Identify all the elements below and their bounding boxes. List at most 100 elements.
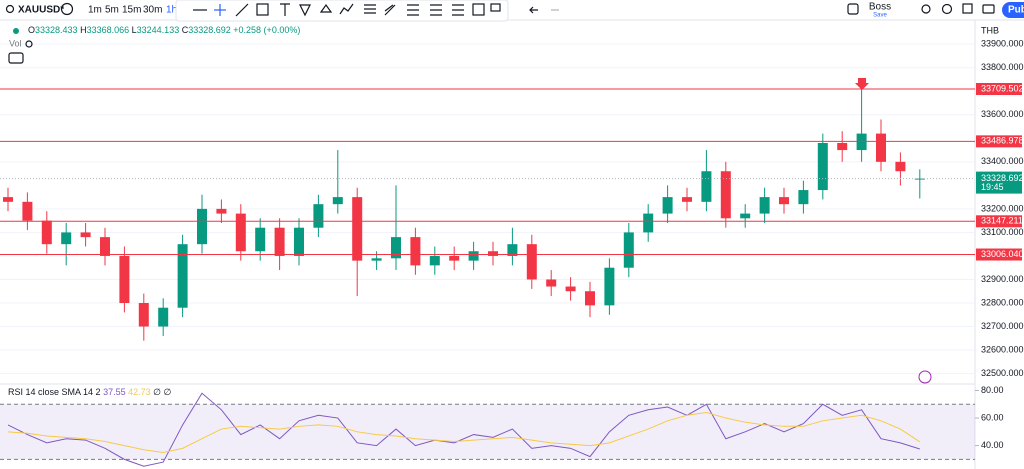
drawing-tools[interactable] — [193, 3, 559, 17]
settings-icon[interactable] — [941, 3, 953, 15]
y-tick-label: 60.00 — [981, 412, 1004, 422]
publish-button[interactable] — [1002, 2, 1024, 18]
y-tick-label: 33200.000 — [981, 203, 1024, 213]
level-label: 33147.211 — [981, 216, 1023, 226]
volume-legend: Vol — [9, 38, 22, 48]
change: +0.258 (+0.00%) — [233, 25, 300, 35]
candle-body — [352, 197, 363, 261]
save-status[interactable]: Save — [873, 13, 887, 19]
level-label-box — [976, 248, 1022, 261]
events-icon[interactable] — [918, 370, 932, 384]
interval-active[interactable]: 1h — [166, 5, 177, 16]
y-tick-label: 32900.000 — [981, 274, 1024, 284]
y-tick-label: 33900.000 — [981, 39, 1024, 49]
collapse-button[interactable] — [8, 52, 24, 64]
y-tick-label: 33400.000 — [981, 156, 1024, 166]
candle-body — [197, 208, 207, 245]
fullscreen-icon[interactable] — [962, 3, 973, 14]
currency: THB — [981, 25, 999, 35]
interval[interactable]: 5m — [105, 5, 119, 16]
candle-body — [488, 251, 498, 256]
publish-label[interactable]: Publi — [1008, 5, 1024, 16]
candle-body — [895, 161, 906, 172]
candle-body — [449, 255, 460, 261]
rsi-band — [0, 404, 975, 460]
candle-body — [80, 232, 91, 238]
layout-icon[interactable] — [847, 3, 859, 15]
candle-body — [100, 237, 110, 256]
interval[interactable]: 1m — [88, 5, 102, 16]
candle-body — [158, 307, 169, 327]
candle-body — [468, 251, 479, 261]
candle-body — [817, 143, 828, 191]
level-label-box — [976, 135, 1022, 148]
current-price-label: 33328.692 — [981, 173, 1024, 183]
candle-body — [3, 197, 13, 202]
y-tick-label: 32800.000 — [981, 297, 1024, 307]
alert-icon[interactable] — [921, 4, 931, 14]
candle-body — [876, 133, 886, 162]
candle-body — [22, 201, 33, 221]
snapshot-icon[interactable] — [982, 4, 995, 14]
candle-body — [507, 244, 518, 256]
sma-value: 42.73 — [128, 387, 151, 397]
candle-body — [623, 232, 634, 268]
y-tick-label: 33600.000 — [981, 109, 1024, 119]
y-tick-label: 80.00 — [981, 385, 1004, 395]
rsi-line — [7, 412, 921, 453]
interval[interactable]: 15m — [122, 5, 141, 16]
candle-body — [119, 255, 130, 303]
symbol[interactable]: XAUUSD* — [18, 5, 64, 16]
level-label-box — [976, 82, 1022, 95]
candle-body — [41, 220, 52, 245]
candle-body — [391, 237, 401, 259]
interval[interactable]: 30m — [143, 5, 162, 16]
candle-body — [701, 171, 712, 202]
candle-body — [798, 190, 809, 205]
current-price-box — [976, 171, 1022, 194]
candle-body — [274, 227, 285, 256]
search-icon[interactable] — [5, 4, 15, 14]
candle-body — [643, 213, 654, 233]
candle-body — [526, 244, 537, 280]
candle-body — [332, 197, 343, 205]
user-name[interactable]: Boss — [869, 2, 891, 13]
ohlc-legend: O33328.433 H33368.066 L33244.133 C33328.… — [28, 25, 300, 35]
y-tick-label: 40.00 — [981, 440, 1004, 450]
rsi-legend: RSI 14 close SMA 14 2 37.55 42.73 ∅ ∅ — [8, 387, 172, 397]
high: 33368.066 — [87, 25, 130, 35]
y-tick-label: 32600.000 — [981, 344, 1024, 354]
countdown: 19:45 — [981, 182, 1004, 192]
candle-body — [429, 255, 440, 266]
close: 33328.692 — [188, 25, 231, 35]
arrow-marker — [855, 78, 869, 90]
level-label: 33006.040 — [981, 249, 1024, 259]
candle-body — [740, 213, 751, 219]
candle-body — [662, 197, 673, 214]
candle-body — [177, 244, 188, 308]
candle-body — [61, 232, 72, 245]
candle-body — [255, 227, 266, 252]
level-label: 33486.978 — [981, 136, 1024, 146]
candle-body — [371, 258, 382, 261]
candle-body — [759, 197, 770, 214]
candle-body — [410, 237, 421, 266]
candle-body — [235, 213, 246, 252]
y-tick-label: 32700.000 — [981, 321, 1024, 331]
candle-body — [313, 204, 324, 228]
candle-body — [585, 291, 595, 306]
y-tick-label: 32500.000 — [981, 368, 1024, 378]
y-tick-label: 33800.000 — [981, 62, 1024, 72]
level-label: 33709.502 — [981, 83, 1024, 93]
rsi-value: 37.55 — [103, 387, 126, 397]
candle-body — [216, 208, 227, 214]
low: 33244.133 — [137, 25, 180, 35]
candle-body — [779, 197, 789, 205]
add-symbol[interactable] — [60, 2, 74, 16]
candle-body — [720, 171, 731, 219]
eye-icon[interactable] — [25, 40, 33, 48]
candle-body — [546, 279, 557, 287]
market-status — [13, 28, 19, 34]
